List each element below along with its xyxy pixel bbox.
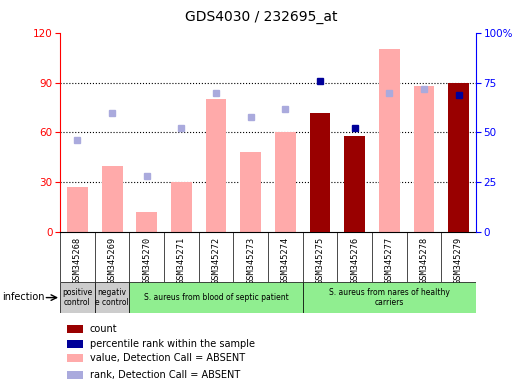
Bar	[67, 371, 83, 379]
Text: GDS4030 / 232695_at: GDS4030 / 232695_at	[185, 10, 338, 23]
Bar	[95, 282, 129, 313]
Text: percentile rank within the sample: percentile rank within the sample	[90, 339, 255, 349]
Bar	[137, 212, 157, 232]
Text: GSM345269: GSM345269	[108, 236, 117, 283]
Bar	[67, 187, 88, 232]
Bar	[67, 340, 83, 348]
Text: S. aureus from nares of healthy
carriers: S. aureus from nares of healthy carriers	[329, 288, 450, 307]
Text: S. aureus from blood of septic patient: S. aureus from blood of septic patient	[144, 293, 289, 302]
Text: GSM345275: GSM345275	[315, 236, 324, 283]
Text: negativ
e control: negativ e control	[95, 288, 129, 307]
Text: rank, Detection Call = ABSENT: rank, Detection Call = ABSENT	[90, 369, 240, 380]
Bar	[310, 113, 331, 232]
Bar	[101, 166, 122, 232]
Bar	[303, 282, 476, 313]
Bar	[379, 49, 400, 232]
Bar	[171, 182, 192, 232]
Bar	[344, 136, 365, 232]
Text: GSM345274: GSM345274	[281, 236, 290, 283]
Text: value, Detection Call = ABSENT: value, Detection Call = ABSENT	[90, 353, 245, 364]
Bar	[60, 282, 95, 313]
Text: GSM345276: GSM345276	[350, 236, 359, 283]
Text: GSM345271: GSM345271	[177, 236, 186, 283]
Text: positive
control: positive control	[62, 288, 93, 307]
Bar	[448, 83, 469, 232]
Text: GSM345268: GSM345268	[73, 236, 82, 283]
Bar	[67, 354, 83, 362]
Bar	[206, 99, 226, 232]
Bar	[129, 282, 303, 313]
Text: count: count	[90, 324, 117, 334]
Text: GSM345278: GSM345278	[419, 236, 428, 283]
Bar	[241, 152, 261, 232]
Text: GSM345277: GSM345277	[385, 236, 394, 283]
Text: GSM345273: GSM345273	[246, 236, 255, 283]
Text: GSM345270: GSM345270	[142, 236, 151, 283]
Bar	[414, 86, 434, 232]
Bar	[275, 132, 295, 232]
Text: GSM345272: GSM345272	[212, 236, 221, 283]
Bar	[67, 325, 83, 333]
Text: GSM345279: GSM345279	[454, 236, 463, 283]
Text: infection: infection	[3, 292, 45, 302]
